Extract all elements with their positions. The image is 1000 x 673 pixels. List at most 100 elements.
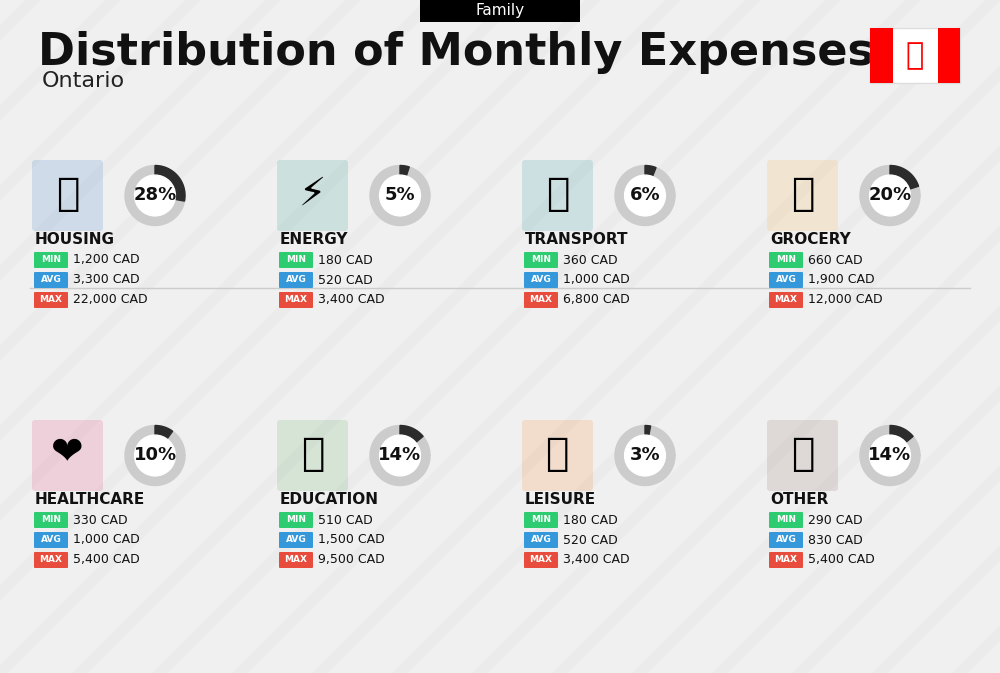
Text: AVG: AVG <box>286 536 306 544</box>
Circle shape <box>135 435 175 476</box>
Text: 🍁: 🍁 <box>906 41 924 70</box>
FancyBboxPatch shape <box>769 292 803 308</box>
Polygon shape <box>890 166 919 189</box>
Text: 830 CAD: 830 CAD <box>808 534 863 546</box>
Text: 🛒: 🛒 <box>791 174 814 213</box>
Text: 520 CAD: 520 CAD <box>318 273 373 287</box>
FancyBboxPatch shape <box>32 420 103 491</box>
FancyBboxPatch shape <box>34 292 68 308</box>
Text: 💰: 💰 <box>791 435 814 472</box>
Text: 520 CAD: 520 CAD <box>563 534 618 546</box>
Text: MIN: MIN <box>531 516 551 524</box>
Text: HEALTHCARE: HEALTHCARE <box>35 493 145 507</box>
FancyBboxPatch shape <box>524 512 558 528</box>
Text: LEISURE: LEISURE <box>525 493 596 507</box>
Polygon shape <box>860 425 920 485</box>
FancyBboxPatch shape <box>769 272 803 288</box>
Polygon shape <box>125 166 185 225</box>
Text: MAX: MAX <box>40 555 62 565</box>
Text: ENERGY: ENERGY <box>280 232 349 248</box>
Text: AVG: AVG <box>776 536 796 544</box>
FancyBboxPatch shape <box>277 420 348 491</box>
Text: MIN: MIN <box>286 256 306 264</box>
Text: AVG: AVG <box>776 275 796 285</box>
Text: 1,900 CAD: 1,900 CAD <box>808 273 875 287</box>
Text: 🚌: 🚌 <box>546 174 569 213</box>
Text: 12,000 CAD: 12,000 CAD <box>808 293 883 306</box>
Polygon shape <box>370 166 430 225</box>
FancyBboxPatch shape <box>277 160 348 231</box>
Text: 10%: 10% <box>133 446 177 464</box>
Circle shape <box>380 175 420 216</box>
Text: 290 CAD: 290 CAD <box>808 513 863 526</box>
Text: 5,400 CAD: 5,400 CAD <box>808 553 875 567</box>
Text: MIN: MIN <box>776 256 796 264</box>
Polygon shape <box>125 425 185 485</box>
FancyBboxPatch shape <box>279 532 313 548</box>
Polygon shape <box>645 166 656 176</box>
Circle shape <box>870 435 910 476</box>
Text: 14%: 14% <box>868 446 912 464</box>
Polygon shape <box>155 166 185 201</box>
Text: MAX: MAX <box>774 295 798 304</box>
Text: 6,800 CAD: 6,800 CAD <box>563 293 630 306</box>
FancyBboxPatch shape <box>34 532 68 548</box>
Text: 3,300 CAD: 3,300 CAD <box>73 273 140 287</box>
FancyBboxPatch shape <box>279 512 313 528</box>
Text: MIN: MIN <box>41 256 61 264</box>
Text: 510 CAD: 510 CAD <box>318 513 373 526</box>
FancyBboxPatch shape <box>769 252 803 268</box>
Text: 5%: 5% <box>385 186 415 205</box>
FancyBboxPatch shape <box>524 292 558 308</box>
Text: 20%: 20% <box>868 186 912 205</box>
Circle shape <box>625 435 665 476</box>
FancyBboxPatch shape <box>524 532 558 548</box>
Text: MAX: MAX <box>774 555 798 565</box>
Text: EDUCATION: EDUCATION <box>280 493 379 507</box>
Text: 🎓: 🎓 <box>301 435 324 472</box>
Text: AVG: AVG <box>531 536 551 544</box>
FancyBboxPatch shape <box>279 252 313 268</box>
FancyBboxPatch shape <box>938 28 960 83</box>
Text: 22,000 CAD: 22,000 CAD <box>73 293 148 306</box>
Text: AVG: AVG <box>286 275 306 285</box>
Polygon shape <box>890 425 913 442</box>
Text: Ontario: Ontario <box>42 71 125 91</box>
FancyBboxPatch shape <box>769 512 803 528</box>
FancyBboxPatch shape <box>279 292 313 308</box>
FancyBboxPatch shape <box>522 160 593 231</box>
FancyBboxPatch shape <box>524 272 558 288</box>
Text: 180 CAD: 180 CAD <box>318 254 373 267</box>
Text: 6%: 6% <box>630 186 660 205</box>
Text: 14%: 14% <box>378 446 422 464</box>
Text: 🛍️: 🛍️ <box>546 435 569 472</box>
Text: MIN: MIN <box>776 516 796 524</box>
Text: AVG: AVG <box>41 275 61 285</box>
Polygon shape <box>370 425 430 485</box>
Text: 3,400 CAD: 3,400 CAD <box>318 293 385 306</box>
Text: AVG: AVG <box>531 275 551 285</box>
Text: 180 CAD: 180 CAD <box>563 513 618 526</box>
Polygon shape <box>615 425 675 485</box>
FancyBboxPatch shape <box>34 252 68 268</box>
Polygon shape <box>645 425 651 435</box>
Circle shape <box>870 175 910 216</box>
Text: ❤️: ❤️ <box>51 435 84 472</box>
FancyBboxPatch shape <box>32 160 103 231</box>
Text: TRANSPORT: TRANSPORT <box>525 232 629 248</box>
FancyBboxPatch shape <box>34 272 68 288</box>
Text: OTHER: OTHER <box>770 493 828 507</box>
Text: 3%: 3% <box>630 446 660 464</box>
Text: AVG: AVG <box>41 536 61 544</box>
Text: 🏢: 🏢 <box>56 174 79 213</box>
Polygon shape <box>400 166 409 176</box>
FancyBboxPatch shape <box>524 552 558 568</box>
Text: GROCERY: GROCERY <box>770 232 851 248</box>
FancyBboxPatch shape <box>522 420 593 491</box>
Text: 1,000 CAD: 1,000 CAD <box>563 273 630 287</box>
Text: MAX: MAX <box>40 295 62 304</box>
Text: 3,400 CAD: 3,400 CAD <box>563 553 630 567</box>
Circle shape <box>625 175 665 216</box>
Text: Distribution of Monthly Expenses: Distribution of Monthly Expenses <box>38 32 874 75</box>
FancyBboxPatch shape <box>34 512 68 528</box>
